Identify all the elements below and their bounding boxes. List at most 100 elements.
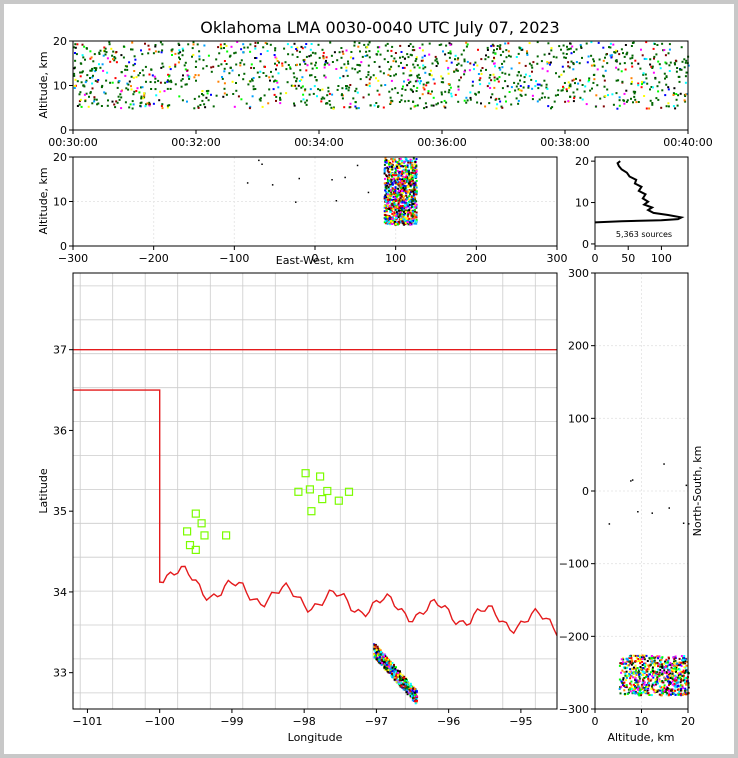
time-height-source [198, 55, 201, 58]
time-height-source [349, 102, 352, 105]
time-height-source [99, 66, 102, 69]
time-height-source [365, 50, 368, 53]
east-west-source [392, 199, 395, 202]
east-west-source [405, 178, 408, 181]
time-height-source [569, 85, 572, 88]
time-height-source [259, 99, 262, 102]
time-height-source [507, 50, 510, 53]
time-height-source [286, 81, 289, 84]
north-south-source [634, 677, 637, 680]
east-west-source [415, 222, 418, 225]
plan-view-source [393, 677, 396, 680]
time-height-source [404, 100, 407, 103]
north-south-source [668, 663, 671, 666]
north-south-source [667, 669, 670, 671]
time-height-source [546, 62, 549, 65]
east-west-source [388, 199, 391, 202]
time-height-source [378, 93, 381, 96]
north-south-source [685, 669, 687, 672]
time-height-source [81, 71, 83, 74]
time-height-source [196, 43, 199, 46]
east-west-source [398, 200, 401, 203]
north-south-source [682, 669, 685, 672]
lma-station-marker [301, 469, 310, 478]
east-west-source [410, 180, 413, 183]
time-height-source [395, 60, 397, 63]
time-height-source [181, 54, 184, 57]
time-height-source [658, 63, 661, 66]
east-west-xlabel: East-West, km [276, 254, 354, 267]
time-height-source [434, 55, 437, 58]
time-height-source [484, 58, 487, 61]
time-height-source [668, 48, 671, 51]
north-south-source [654, 683, 657, 686]
time-height-source [264, 65, 266, 68]
east-west-source [414, 181, 417, 184]
north-south-source [641, 660, 644, 663]
time-height-source [588, 77, 591, 80]
time-height-source [650, 86, 653, 88]
time-height-source [348, 86, 351, 89]
north-south-source [685, 484, 688, 487]
north-south-source [644, 689, 646, 692]
time-height-source [463, 60, 466, 63]
time-height-source [281, 64, 284, 67]
east-west-source [403, 161, 406, 164]
north-south-source [669, 662, 672, 665]
time-height-source [367, 73, 370, 76]
lma-stations [183, 469, 354, 555]
time-height-source [151, 74, 154, 77]
time-height-source [615, 92, 618, 95]
time-height-source [540, 84, 543, 87]
time-height-source [240, 59, 243, 62]
time-height-source [340, 56, 343, 59]
time-height-source [476, 64, 479, 67]
north-south-source [674, 693, 677, 696]
north-south-source [658, 655, 661, 658]
time-height-source [229, 66, 232, 69]
north-south-source [660, 658, 663, 661]
plan-view-source [400, 685, 403, 688]
north-south-source [618, 678, 621, 681]
time-height-source [510, 86, 513, 89]
plan-view-source [404, 688, 407, 691]
north-south-source [641, 688, 644, 690]
time-height-source [225, 44, 228, 47]
east-west-source [403, 188, 406, 191]
time-height-source [569, 42, 571, 45]
time-height-source [393, 57, 396, 60]
time-height-source [114, 57, 117, 60]
north-south-source [656, 690, 659, 693]
time-height-source [204, 106, 207, 109]
east-west-source [389, 194, 392, 197]
time-height-source [460, 53, 463, 56]
time-height-source [305, 69, 308, 72]
north-south-source [658, 671, 661, 674]
time-height-source [354, 105, 357, 108]
time-height-source [477, 48, 479, 51]
plan-view-source [378, 654, 381, 657]
time-height-source [414, 104, 417, 107]
time-height-source [338, 51, 341, 54]
time-height-source [613, 51, 616, 54]
time-height-source [223, 92, 226, 95]
north-south-source [647, 687, 650, 690]
time-height-source [273, 93, 276, 96]
east-west-source [391, 168, 394, 171]
time-height-source [359, 50, 361, 53]
time-height-source [212, 65, 215, 68]
time-height-source [457, 57, 460, 60]
time-height-source [433, 82, 436, 85]
time-height-source [367, 43, 370, 46]
time-height-source [91, 76, 94, 79]
time-height-source [506, 85, 509, 88]
plan-view-source [414, 700, 417, 703]
east-west-source [393, 174, 396, 177]
time-height-source [488, 102, 491, 105]
altitude-tick-label: 0 [60, 124, 67, 137]
time-height-source [78, 103, 81, 106]
time-height-source [518, 46, 521, 49]
north-south-source [668, 680, 671, 683]
east-west-source [399, 190, 402, 193]
